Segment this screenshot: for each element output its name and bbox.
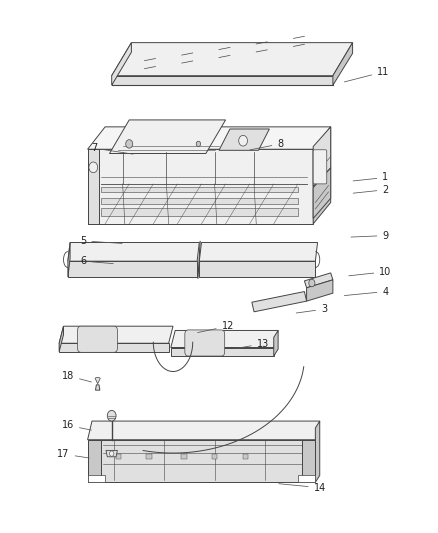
Polygon shape bbox=[88, 127, 331, 149]
Polygon shape bbox=[101, 187, 298, 192]
Text: 8: 8 bbox=[250, 139, 283, 150]
Polygon shape bbox=[315, 421, 320, 482]
Text: 2: 2 bbox=[353, 185, 389, 195]
Polygon shape bbox=[88, 475, 105, 482]
Polygon shape bbox=[333, 43, 353, 85]
Text: 14: 14 bbox=[279, 483, 326, 492]
Circle shape bbox=[309, 279, 315, 287]
Polygon shape bbox=[274, 330, 278, 356]
Polygon shape bbox=[101, 208, 298, 216]
Text: 5: 5 bbox=[80, 236, 122, 246]
FancyBboxPatch shape bbox=[185, 330, 225, 356]
Polygon shape bbox=[88, 149, 313, 224]
Circle shape bbox=[126, 140, 133, 148]
Circle shape bbox=[196, 141, 201, 147]
FancyBboxPatch shape bbox=[313, 150, 327, 184]
Text: 1: 1 bbox=[353, 173, 389, 182]
Bar bbox=[181, 454, 187, 459]
Polygon shape bbox=[298, 475, 315, 482]
Polygon shape bbox=[106, 450, 117, 457]
Text: 18: 18 bbox=[62, 371, 92, 382]
Bar bbox=[146, 454, 152, 459]
Bar bbox=[243, 454, 248, 459]
Polygon shape bbox=[252, 292, 307, 312]
Polygon shape bbox=[112, 76, 333, 85]
Polygon shape bbox=[68, 243, 199, 261]
Polygon shape bbox=[112, 43, 353, 76]
Circle shape bbox=[239, 135, 247, 146]
Polygon shape bbox=[219, 129, 269, 150]
Polygon shape bbox=[88, 149, 99, 224]
Circle shape bbox=[110, 451, 114, 456]
Polygon shape bbox=[313, 127, 331, 224]
Polygon shape bbox=[302, 440, 315, 482]
Polygon shape bbox=[304, 273, 333, 288]
Bar bbox=[116, 454, 121, 459]
Polygon shape bbox=[313, 168, 331, 219]
Text: 7: 7 bbox=[91, 143, 133, 154]
Polygon shape bbox=[112, 43, 131, 85]
Polygon shape bbox=[59, 326, 173, 343]
Bar bbox=[212, 454, 217, 459]
Text: 12: 12 bbox=[198, 321, 234, 333]
Polygon shape bbox=[199, 243, 318, 261]
Polygon shape bbox=[59, 343, 169, 352]
Text: 6: 6 bbox=[80, 256, 113, 266]
Circle shape bbox=[107, 410, 116, 421]
Polygon shape bbox=[110, 120, 226, 154]
Polygon shape bbox=[68, 261, 197, 277]
Polygon shape bbox=[68, 243, 70, 277]
Polygon shape bbox=[88, 440, 101, 482]
Polygon shape bbox=[101, 198, 298, 204]
Text: 16: 16 bbox=[62, 421, 92, 430]
Text: 10: 10 bbox=[349, 267, 392, 277]
Polygon shape bbox=[171, 348, 274, 356]
Polygon shape bbox=[307, 280, 333, 301]
Text: 17: 17 bbox=[57, 449, 89, 459]
FancyBboxPatch shape bbox=[78, 326, 117, 352]
Text: 13: 13 bbox=[235, 339, 269, 349]
Polygon shape bbox=[59, 326, 64, 352]
Polygon shape bbox=[88, 440, 315, 482]
Text: 4: 4 bbox=[344, 287, 389, 296]
Text: 3: 3 bbox=[296, 304, 327, 314]
Polygon shape bbox=[88, 421, 320, 440]
Polygon shape bbox=[199, 261, 315, 277]
Text: 9: 9 bbox=[351, 231, 389, 240]
Polygon shape bbox=[171, 330, 278, 348]
Text: 11: 11 bbox=[344, 67, 389, 82]
Circle shape bbox=[89, 162, 98, 173]
Polygon shape bbox=[95, 385, 100, 390]
Polygon shape bbox=[313, 127, 331, 187]
Wedge shape bbox=[95, 377, 100, 384]
